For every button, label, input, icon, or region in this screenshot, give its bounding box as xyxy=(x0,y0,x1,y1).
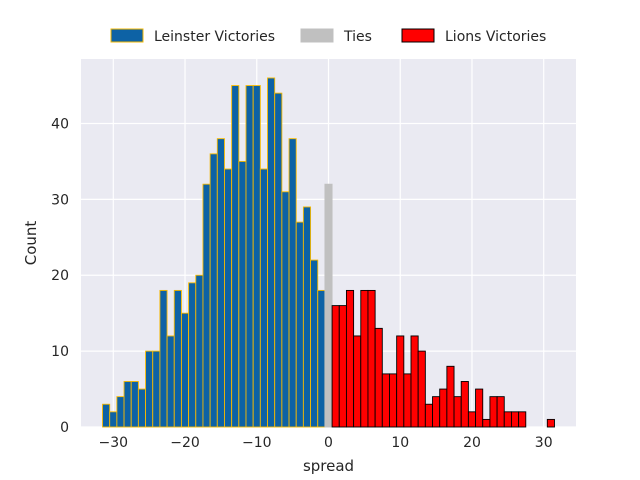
histogram-bar xyxy=(123,381,132,428)
histogram-bar xyxy=(259,168,268,428)
histogram-bar xyxy=(231,85,240,428)
histogram-bar xyxy=(252,85,261,428)
histogram-bar xyxy=(324,183,333,428)
series-0-bars xyxy=(102,77,326,428)
histogram-bar xyxy=(396,335,405,428)
histogram-bar xyxy=(460,381,469,428)
y-tick-label: 10 xyxy=(51,344,69,360)
histogram-bar xyxy=(367,289,376,428)
histogram-bar xyxy=(102,403,111,428)
histogram-bar xyxy=(274,92,283,428)
histogram-bar xyxy=(389,373,398,428)
y-tick-label: 40 xyxy=(51,116,69,132)
histogram-bar xyxy=(446,365,455,428)
histogram-bar xyxy=(109,411,118,428)
histogram-bar xyxy=(137,388,147,428)
histogram-bar xyxy=(381,373,390,428)
histogram-bar xyxy=(238,160,247,428)
histogram-bar xyxy=(489,396,498,428)
histogram-bar xyxy=(403,373,412,428)
legend-swatch xyxy=(300,28,334,43)
histogram-bar xyxy=(439,388,448,428)
histogram-bar xyxy=(180,312,190,428)
histogram-bar xyxy=(130,381,139,428)
histogram-bar xyxy=(546,418,555,428)
histogram-bar xyxy=(116,396,125,428)
histogram-bar xyxy=(267,77,276,428)
tick-labels: −30 −20 −10 0 10 20 30 0 10 20 30 40 xyxy=(51,116,552,451)
series-2-bars xyxy=(331,289,555,428)
y-axis-label: Count xyxy=(22,221,40,266)
histogram-bar xyxy=(216,138,225,428)
histogram-bar xyxy=(345,289,355,428)
histogram-bar xyxy=(317,289,326,428)
legend-swatch xyxy=(110,28,144,43)
x-tick-label: −20 xyxy=(170,435,200,451)
histogram-bar xyxy=(159,289,168,428)
histogram-bar xyxy=(432,396,441,428)
histogram-bar xyxy=(152,350,161,428)
x-tick-label: −10 xyxy=(242,435,272,451)
histogram-bar xyxy=(482,418,491,428)
histogram-bar xyxy=(302,206,312,428)
histogram-bar xyxy=(374,327,383,428)
legend-label: Ties xyxy=(343,29,372,45)
histogram-bar xyxy=(510,411,520,428)
histogram-bar xyxy=(310,259,319,428)
histogram-bar xyxy=(281,191,290,428)
y-tick-label: 30 xyxy=(51,192,69,208)
legend: Leinster Victories Ties Lions Victories xyxy=(110,28,546,45)
histogram-bar xyxy=(195,274,204,428)
histogram-bar xyxy=(166,335,175,428)
series-1-bars xyxy=(324,183,333,428)
histogram-bar xyxy=(245,85,254,428)
histogram-bar xyxy=(410,335,419,428)
histogram-bar xyxy=(353,335,362,428)
histogram-bar xyxy=(202,183,211,428)
histogram-bar xyxy=(453,396,462,428)
legend-label: Lions Victories xyxy=(445,29,546,45)
histogram-bar xyxy=(224,168,233,428)
legend-swatch xyxy=(401,28,435,43)
histogram-bar xyxy=(496,396,505,428)
histogram-bar xyxy=(518,411,527,428)
histogram-bar xyxy=(467,411,477,428)
histogram-bar xyxy=(360,289,369,428)
histogram-bar xyxy=(424,403,433,428)
histogram-bar xyxy=(145,350,154,428)
histogram-bar xyxy=(475,388,484,428)
histogram-bar xyxy=(209,153,218,428)
histogram-bar xyxy=(417,350,426,428)
y-tick-label: 20 xyxy=(51,268,69,284)
y-tick-label: 0 xyxy=(60,420,69,436)
histogram-bar xyxy=(503,411,512,428)
histogram-bar xyxy=(173,289,182,428)
histogram-bar xyxy=(288,138,297,428)
x-tick-label: 30 xyxy=(535,435,553,451)
x-tick-label: 10 xyxy=(391,435,409,451)
bars xyxy=(102,77,555,428)
x-tick-label: 20 xyxy=(463,435,481,451)
histogram-bar xyxy=(331,305,340,428)
x-tick-label: −30 xyxy=(99,435,129,451)
legend-label: Leinster Victories xyxy=(154,29,275,45)
x-axis-label: spread xyxy=(303,457,354,475)
x-tick-label: 0 xyxy=(324,435,333,451)
histogram-bar xyxy=(188,282,197,428)
histogram-bar xyxy=(338,305,347,428)
histogram-bar xyxy=(295,221,304,428)
